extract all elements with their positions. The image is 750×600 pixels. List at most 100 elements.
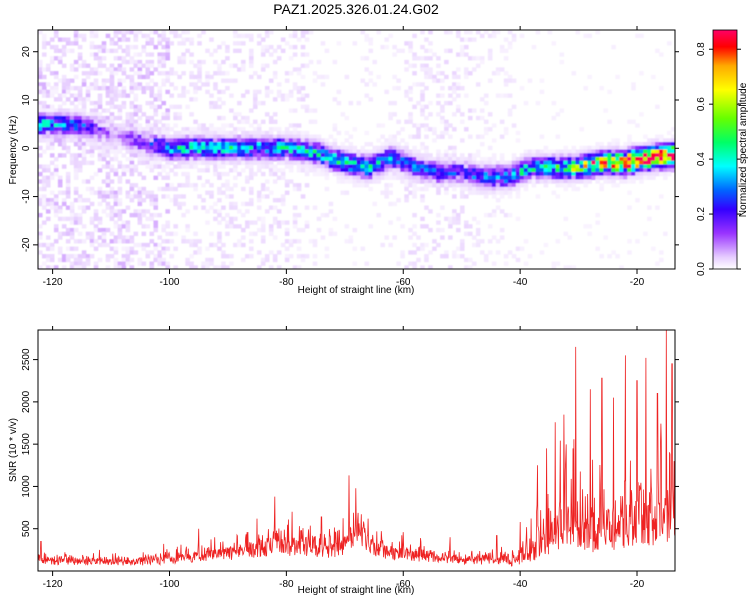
heatmap-cell	[105, 119, 111, 124]
heatmap-cell	[571, 265, 577, 269]
heatmap-cell	[121, 239, 127, 244]
heatmap-cell	[296, 86, 302, 91]
heatmap-cell	[73, 216, 79, 222]
heatmap-cell	[276, 145, 282, 151]
heatmap-cell	[296, 89, 302, 95]
heatmap-cell	[213, 164, 218, 169]
heatmap-cell	[316, 149, 322, 154]
heatmap-cell	[105, 194, 111, 199]
heatmap-cell	[157, 71, 163, 76]
heatmap-cell	[233, 201, 238, 207]
heatmap-cell	[428, 171, 433, 177]
heatmap-cell	[428, 30, 433, 35]
heatmap-cell	[264, 112, 270, 117]
heatmap-cell	[400, 138, 405, 143]
heatmap-cell	[81, 123, 87, 128]
heatmap-cell	[185, 160, 190, 166]
heatmap-cell	[129, 149, 135, 154]
heatmap-cell	[388, 142, 393, 147]
heatmap-cell	[57, 246, 63, 251]
heatmap-cell	[272, 71, 278, 76]
heatmap-cell	[38, 153, 43, 158]
heatmap-cell	[420, 160, 425, 166]
heatmap-cell	[448, 123, 453, 128]
heatmap-cell	[73, 104, 79, 110]
heatmap-cell	[65, 239, 71, 244]
heatmap-cell	[308, 138, 314, 143]
heatmap-cell	[627, 153, 632, 158]
heatmap-cell	[312, 168, 318, 173]
heatmap-cell	[77, 93, 83, 98]
heatmap-cell	[352, 171, 358, 177]
heatmap-cell	[241, 142, 246, 147]
heatmap-cell	[109, 239, 115, 244]
heatmap-cell	[249, 171, 254, 177]
heatmap-cell	[97, 115, 103, 121]
heatmap-cell	[635, 164, 640, 169]
heatmap-cell	[53, 89, 59, 95]
heatmap-cell	[324, 74, 330, 80]
heatmap-cell	[256, 149, 262, 154]
heatmap-cell	[511, 33, 517, 39]
heatmap-cell	[412, 82, 417, 87]
heatmap-cell	[507, 194, 513, 199]
heatmap-cell	[400, 149, 405, 154]
heatmap-cell	[229, 138, 234, 143]
heatmap-cell	[412, 212, 417, 218]
heatmap-cell	[659, 86, 664, 91]
heatmap-cell	[296, 37, 302, 42]
heatmap-cell	[145, 52, 151, 57]
heatmap-cell	[69, 156, 75, 162]
heatmap-cell	[225, 44, 230, 50]
heatmap-cell	[133, 97, 139, 102]
heatmap-cell	[41, 100, 47, 106]
heatmap-cell	[487, 168, 493, 173]
heatmap-cell	[149, 41, 155, 46]
heatmap-cell	[137, 149, 143, 154]
heatmap-cell	[332, 156, 338, 162]
heatmap-cell	[209, 261, 214, 266]
heatmap-cell	[185, 127, 190, 132]
heatmap-cell	[41, 33, 47, 39]
heatmap-cell	[249, 145, 254, 151]
heatmap-cell	[129, 44, 135, 50]
heatmap-cell	[264, 130, 270, 136]
heatmap-cell	[304, 224, 310, 229]
heatmap-cell	[432, 74, 437, 80]
heatmap-cell	[420, 153, 425, 158]
heatmap-cell	[471, 261, 477, 266]
heatmap-cell	[499, 168, 505, 173]
heatmap-cell	[503, 186, 509, 192]
heatmap-cell	[113, 239, 119, 244]
heatmap-cell	[436, 171, 441, 177]
heatmap-cell	[559, 168, 565, 173]
heatmap-cell	[201, 59, 206, 65]
heatmap-cell	[316, 171, 322, 177]
heatmap-cell	[73, 153, 79, 158]
heatmap-cell	[89, 216, 95, 222]
heatmap-cell	[129, 164, 135, 169]
heatmap-cell	[61, 115, 67, 121]
heatmap-cell	[467, 153, 473, 158]
heatmap-cell	[113, 224, 119, 229]
heatmap-cell	[81, 138, 87, 143]
heatmap-cell	[101, 48, 107, 53]
heatmap-cell	[213, 138, 218, 143]
heatmap-cell	[57, 179, 63, 184]
heatmap-cell	[563, 179, 569, 184]
heatmap-cell	[372, 201, 378, 207]
heatmap-cell	[456, 212, 461, 218]
heatmap-cell	[81, 100, 87, 106]
heatmap-cell	[38, 108, 43, 113]
heatmap-cell	[543, 175, 549, 180]
colorbar-tick-label: 0.4	[696, 152, 707, 166]
heatmap-cell	[268, 224, 274, 229]
heatmap-cell	[328, 145, 334, 151]
heatmap-cell	[475, 220, 481, 225]
heatmap-cell	[245, 134, 250, 139]
heatmap-cell	[392, 134, 397, 139]
heatmap-cell	[444, 153, 449, 158]
heatmap-cell	[432, 52, 437, 57]
heatmap-cell	[157, 186, 163, 192]
heatmap-cell	[141, 112, 147, 117]
